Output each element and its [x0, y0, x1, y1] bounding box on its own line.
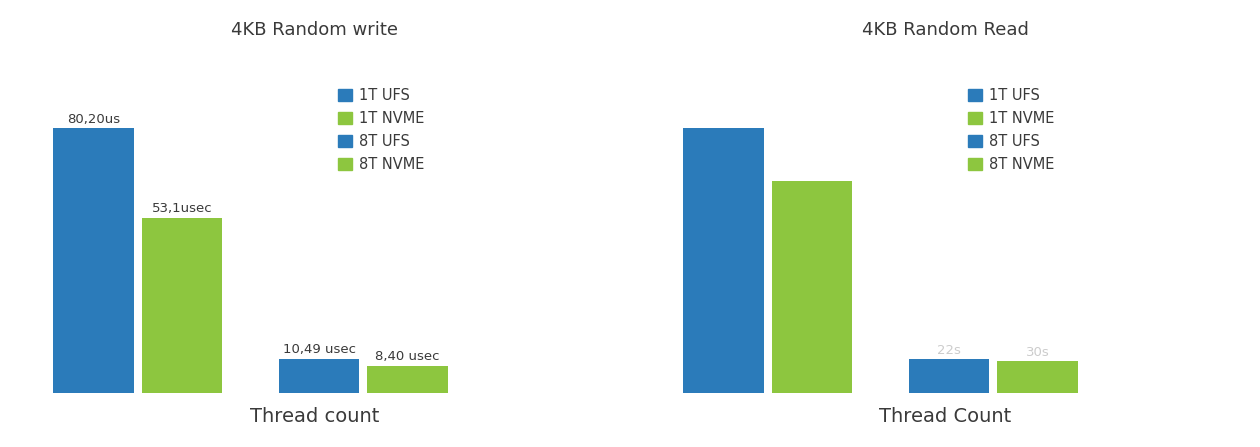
- Bar: [908, 359, 989, 393]
- Legend: 1T UFS, 1T NVME, 8T UFS, 8T NVME: 1T UFS, 1T NVME, 8T UFS, 8T NVME: [334, 84, 428, 177]
- Legend: 1T UFS, 1T NVME, 8T UFS, 8T NVME: 1T UFS, 1T NVME, 8T UFS, 8T NVME: [964, 84, 1058, 177]
- Text: 8,40 usec: 8,40 usec: [375, 350, 440, 363]
- Bar: [53, 128, 134, 393]
- Bar: [368, 366, 449, 393]
- Text: 30s: 30s: [1026, 346, 1050, 359]
- Text: 10,49 usec: 10,49 usec: [282, 343, 355, 356]
- Bar: [141, 218, 222, 393]
- Bar: [683, 128, 764, 393]
- Bar: [278, 358, 359, 393]
- Text: 80,20us: 80,20us: [67, 113, 120, 126]
- Text: 22s: 22s: [937, 344, 961, 357]
- Bar: [771, 181, 852, 393]
- Title: 4KB Random Read: 4KB Random Read: [862, 21, 1028, 39]
- Bar: [998, 362, 1079, 393]
- X-axis label: Thread Count: Thread Count: [879, 407, 1011, 426]
- Title: 4KB Random write: 4KB Random write: [232, 21, 398, 39]
- X-axis label: Thread count: Thread count: [251, 407, 379, 426]
- Text: 53,1usec: 53,1usec: [151, 202, 213, 215]
